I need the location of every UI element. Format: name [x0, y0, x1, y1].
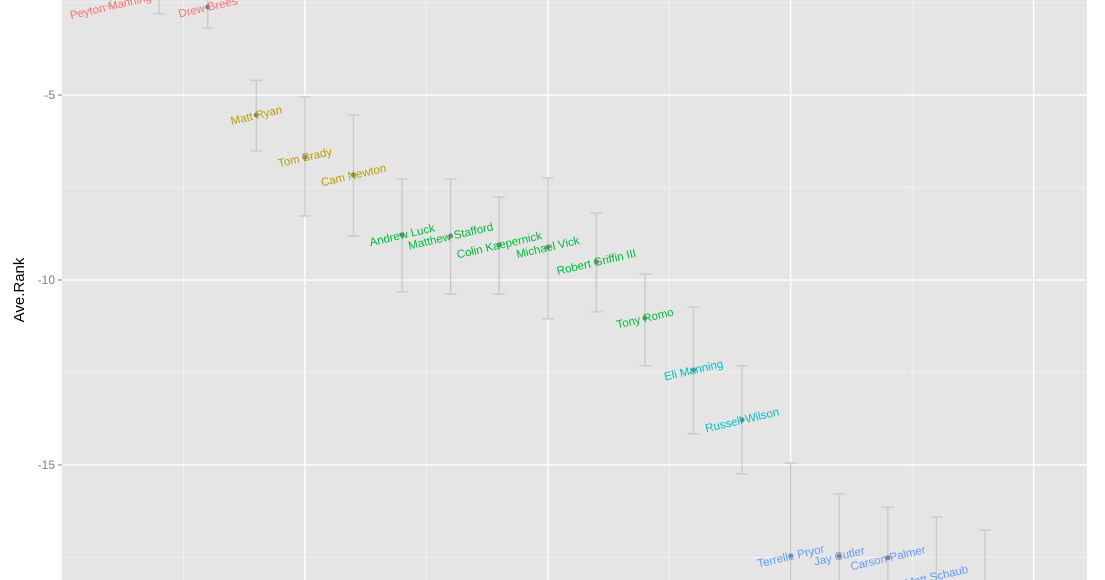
data-point: [205, 4, 211, 10]
data-point: [399, 232, 405, 238]
data-point: [885, 555, 891, 561]
points: [205, 4, 891, 561]
y-axis: -5 -10 -15: [38, 88, 62, 472]
y-tick-label: -5: [44, 88, 55, 102]
data-point: [642, 315, 648, 321]
data-point: [739, 417, 745, 423]
plot-panel: [62, 0, 1087, 580]
data-point: [302, 154, 308, 160]
data-point: [545, 244, 551, 250]
data-point: [253, 112, 259, 118]
y-axis-label: Ave.Rank: [11, 257, 28, 322]
data-point: [448, 233, 454, 239]
data-point: [836, 553, 842, 559]
data-point: [691, 367, 697, 373]
y-tick-label: -10: [38, 273, 56, 287]
y-tick-label: -15: [38, 458, 56, 472]
data-point: [593, 259, 599, 265]
data-point: [788, 553, 794, 559]
data-point: [496, 242, 502, 248]
data-point: [350, 172, 356, 178]
